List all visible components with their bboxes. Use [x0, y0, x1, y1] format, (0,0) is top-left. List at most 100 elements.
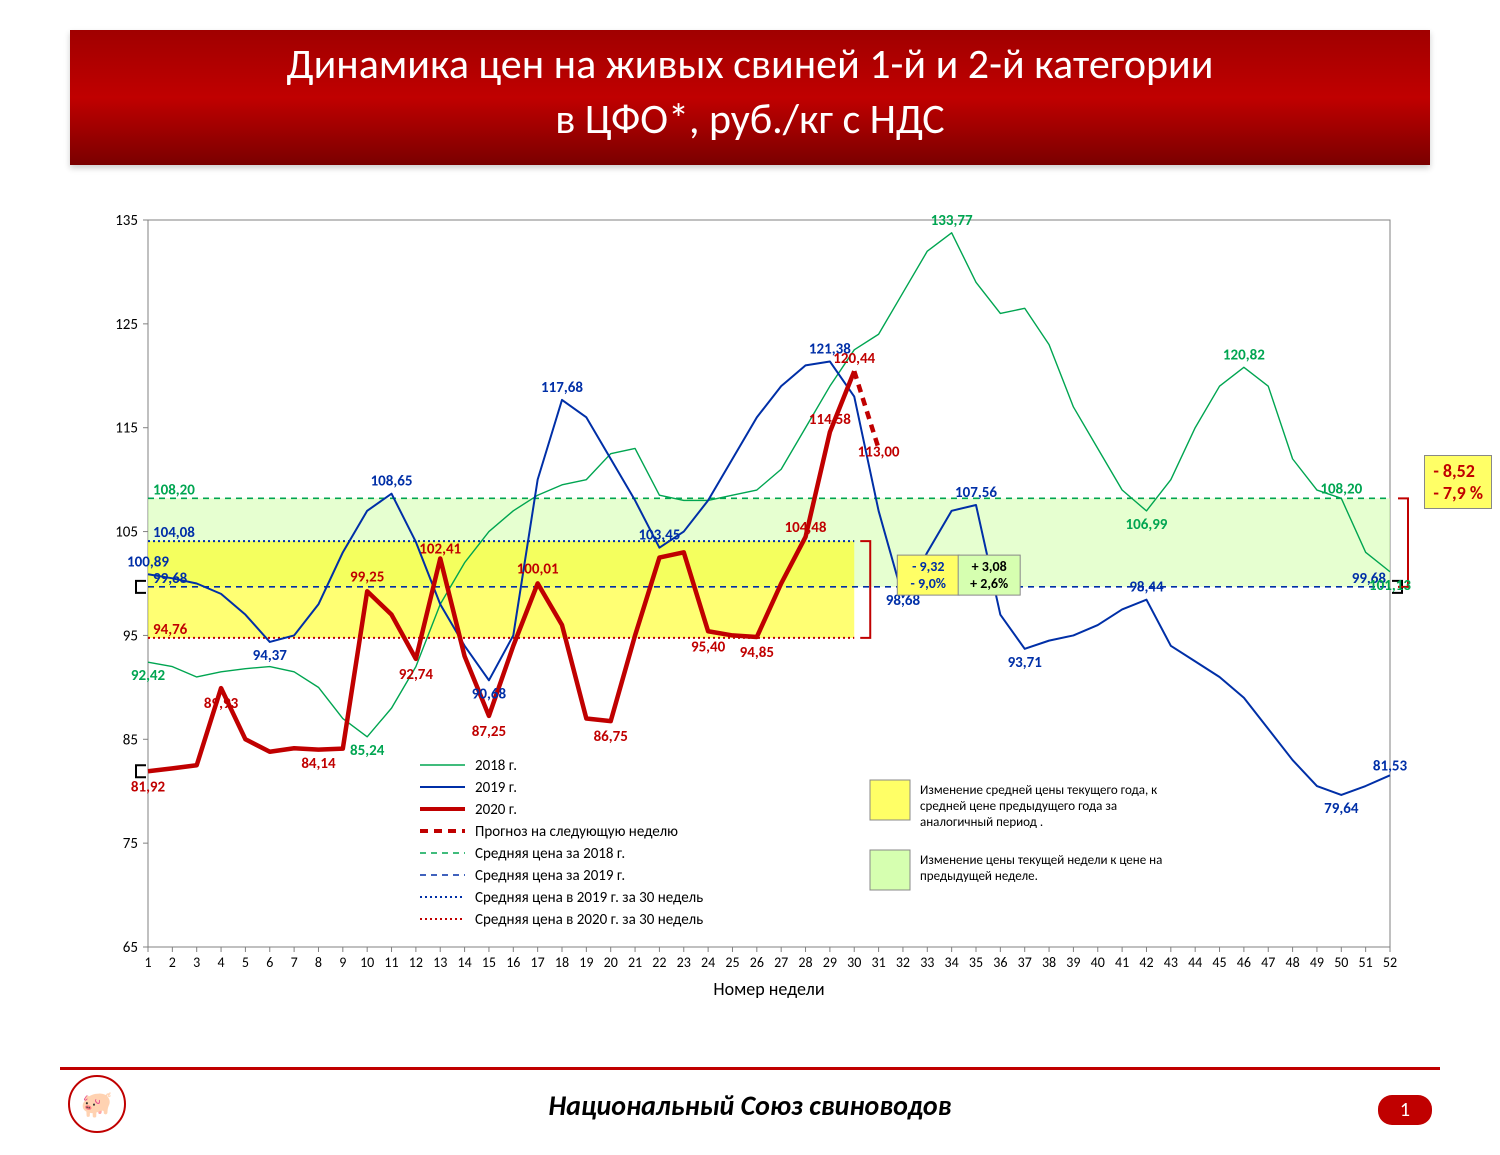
- svg-text:Изменение средней цены текущег: Изменение средней цены текущего года, к: [920, 783, 1157, 798]
- svg-text:- 9,32: - 9,32: [912, 558, 944, 575]
- footer-rule: [60, 1067, 1440, 1070]
- svg-text:117,68: 117,68: [541, 379, 583, 397]
- svg-text:27: 27: [774, 954, 788, 971]
- svg-text:44: 44: [1188, 954, 1202, 971]
- svg-text:19: 19: [579, 954, 593, 971]
- svg-text:аналогичный период .: аналогичный период .: [920, 815, 1043, 830]
- svg-text:1: 1: [144, 954, 151, 971]
- svg-text:90,68: 90,68: [472, 685, 507, 703]
- svg-text:18: 18: [555, 954, 569, 971]
- svg-text:106,99: 106,99: [1126, 516, 1168, 534]
- svg-text:75: 75: [123, 835, 138, 853]
- svg-text:16: 16: [506, 954, 520, 971]
- svg-text:85,24: 85,24: [350, 742, 385, 760]
- svg-text:4: 4: [218, 954, 225, 971]
- svg-text:135: 135: [115, 215, 138, 230]
- svg-text:120,82: 120,82: [1223, 346, 1265, 364]
- svg-text:9: 9: [339, 954, 346, 971]
- svg-text:17: 17: [531, 954, 545, 971]
- svg-text:Средняя цена за 2018 г.: Средняя цена за 2018 г.: [475, 845, 625, 863]
- svg-text:22: 22: [652, 954, 666, 971]
- svg-text:29: 29: [823, 954, 837, 971]
- org-logo-icon: 🐖: [68, 1075, 126, 1133]
- svg-text:79,64: 79,64: [1324, 800, 1359, 818]
- svg-text:103,45: 103,45: [638, 527, 680, 545]
- svg-text:25: 25: [725, 954, 739, 971]
- footer-title: Национальный Союз свиноводов: [549, 1088, 952, 1123]
- svg-text:87,25: 87,25: [472, 723, 506, 741]
- svg-text:114,58: 114,58: [809, 411, 851, 429]
- svg-text:11: 11: [384, 954, 398, 971]
- svg-text:6: 6: [266, 954, 273, 971]
- svg-text:Средняя цена в 2019 г. за 30 н: Средняя цена в 2019 г. за 30 недель: [475, 889, 703, 907]
- svg-text:102,41: 102,41: [419, 540, 461, 558]
- svg-text:93,71: 93,71: [1008, 654, 1043, 672]
- svg-text:28: 28: [798, 954, 812, 971]
- svg-text:10: 10: [360, 954, 374, 971]
- svg-text:30: 30: [847, 954, 861, 971]
- svg-text:34: 34: [945, 954, 959, 971]
- svg-text:2020 г.: 2020 г.: [475, 801, 517, 819]
- svg-text:51: 51: [1359, 954, 1373, 971]
- svg-text:2018 г.: 2018 г.: [475, 757, 517, 775]
- svg-text:8: 8: [315, 954, 322, 971]
- svg-text:86,75: 86,75: [594, 728, 628, 746]
- svg-text:37: 37: [1018, 954, 1032, 971]
- svg-text:101,13: 101,13: [1369, 577, 1411, 595]
- svg-text:50: 50: [1334, 954, 1348, 971]
- svg-text:107,56: 107,56: [955, 484, 997, 502]
- svg-text:33: 33: [920, 954, 934, 971]
- svg-text:94,37: 94,37: [253, 647, 288, 665]
- svg-text:104,48: 104,48: [785, 519, 827, 537]
- svg-text:95: 95: [123, 627, 138, 645]
- svg-text:23: 23: [677, 954, 691, 971]
- svg-text:21: 21: [628, 954, 642, 971]
- svg-text:Номер недели: Номер недели: [713, 978, 824, 1000]
- svg-text:81,92: 81,92: [131, 778, 166, 796]
- svg-text:47: 47: [1261, 954, 1275, 971]
- svg-text:125: 125: [115, 316, 138, 334]
- svg-text:49: 49: [1310, 954, 1324, 971]
- footer: Национальный Союз свиноводов: [60, 1080, 1440, 1130]
- svg-text:39: 39: [1066, 954, 1080, 971]
- svg-text:36: 36: [993, 954, 1007, 971]
- svg-text:48: 48: [1285, 954, 1299, 971]
- svg-text:92,74: 92,74: [399, 666, 434, 684]
- svg-text:94,85: 94,85: [740, 644, 774, 662]
- svg-text:65: 65: [123, 939, 138, 957]
- page-number-badge: 1: [1378, 1095, 1432, 1125]
- svg-text:104,08: 104,08: [153, 524, 195, 542]
- svg-text:108,65: 108,65: [371, 473, 413, 491]
- svg-text:+ 3,08: + 3,08: [972, 558, 1007, 575]
- svg-text:32: 32: [896, 954, 910, 971]
- svg-text:2019 г.: 2019 г.: [475, 779, 517, 797]
- svg-text:133,77: 133,77: [931, 215, 973, 230]
- svg-text:средней цене предыдущего года: средней цене предыдущего года за: [920, 799, 1117, 814]
- price-chart: 6575859510511512513512345678910111213141…: [70, 215, 1430, 1015]
- svg-text:41: 41: [1115, 954, 1129, 971]
- svg-text:95,40: 95,40: [691, 638, 726, 656]
- svg-text:45: 45: [1212, 954, 1226, 971]
- svg-text:+ 2,6%: + 2,6%: [970, 575, 1008, 592]
- svg-text:108,20: 108,20: [1320, 480, 1362, 498]
- svg-text:3: 3: [193, 954, 200, 971]
- svg-text:предыдущей неделе.: предыдущей неделе.: [920, 869, 1038, 884]
- svg-text:14: 14: [457, 954, 471, 971]
- svg-text:115: 115: [115, 420, 138, 438]
- svg-text:100,89: 100,89: [127, 553, 169, 571]
- svg-text:Прогноз на следующую неделю: Прогноз на следующую неделю: [475, 823, 678, 841]
- svg-text:Средняя цена за 2019 г.: Средняя цена за 2019 г.: [475, 867, 625, 885]
- svg-text:12: 12: [409, 954, 423, 971]
- svg-text:- 9,0%: - 9,0%: [911, 575, 946, 592]
- svg-text:2: 2: [169, 954, 176, 971]
- right-delta-annotation: - 8,52- 7,9 %: [1424, 455, 1492, 509]
- svg-text:7: 7: [291, 954, 298, 971]
- svg-text:99,25: 99,25: [350, 568, 384, 586]
- svg-text:43: 43: [1164, 954, 1178, 971]
- svg-text:5: 5: [242, 954, 249, 971]
- svg-text:26: 26: [750, 954, 764, 971]
- svg-text:92,42: 92,42: [131, 667, 166, 685]
- svg-text:Средняя цена в 2020 г. за 30 н: Средняя цена в 2020 г. за 30 недель: [475, 911, 703, 929]
- svg-text:35: 35: [969, 954, 983, 971]
- svg-text:105: 105: [115, 524, 138, 542]
